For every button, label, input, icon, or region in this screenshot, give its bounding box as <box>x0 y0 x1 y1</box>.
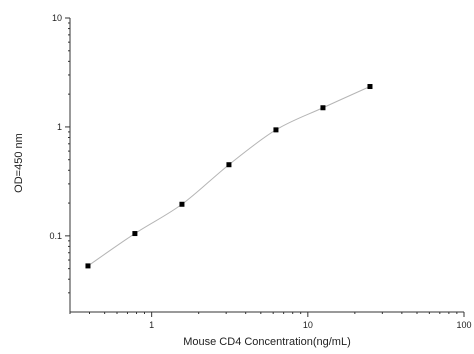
data-point <box>85 263 91 269</box>
fit-curve <box>87 86 371 267</box>
data-point <box>367 84 373 90</box>
data-point <box>132 231 138 237</box>
axes <box>69 18 464 313</box>
y-tick-label: 0.1 <box>49 231 62 241</box>
x-axis-label: Mouse CD4 Concentration(ng/mL) <box>183 336 351 348</box>
x-tick-label: 1 <box>149 320 154 330</box>
data-point <box>226 162 232 168</box>
y-axis-label: OD=450 nm <box>13 133 25 193</box>
data-point <box>179 201 185 207</box>
y-ticks: 0.1 1 10 <box>49 13 70 294</box>
y-tick-label: 10 <box>52 13 62 23</box>
data-point <box>320 105 326 111</box>
data-point <box>273 127 279 133</box>
data-points <box>85 84 373 269</box>
x-tick-label: 100 <box>456 320 471 330</box>
y-tick-label: 1 <box>57 122 62 132</box>
x-tick-label: 10 <box>303 320 313 330</box>
x-ticks: 1 10 100 <box>69 312 472 330</box>
